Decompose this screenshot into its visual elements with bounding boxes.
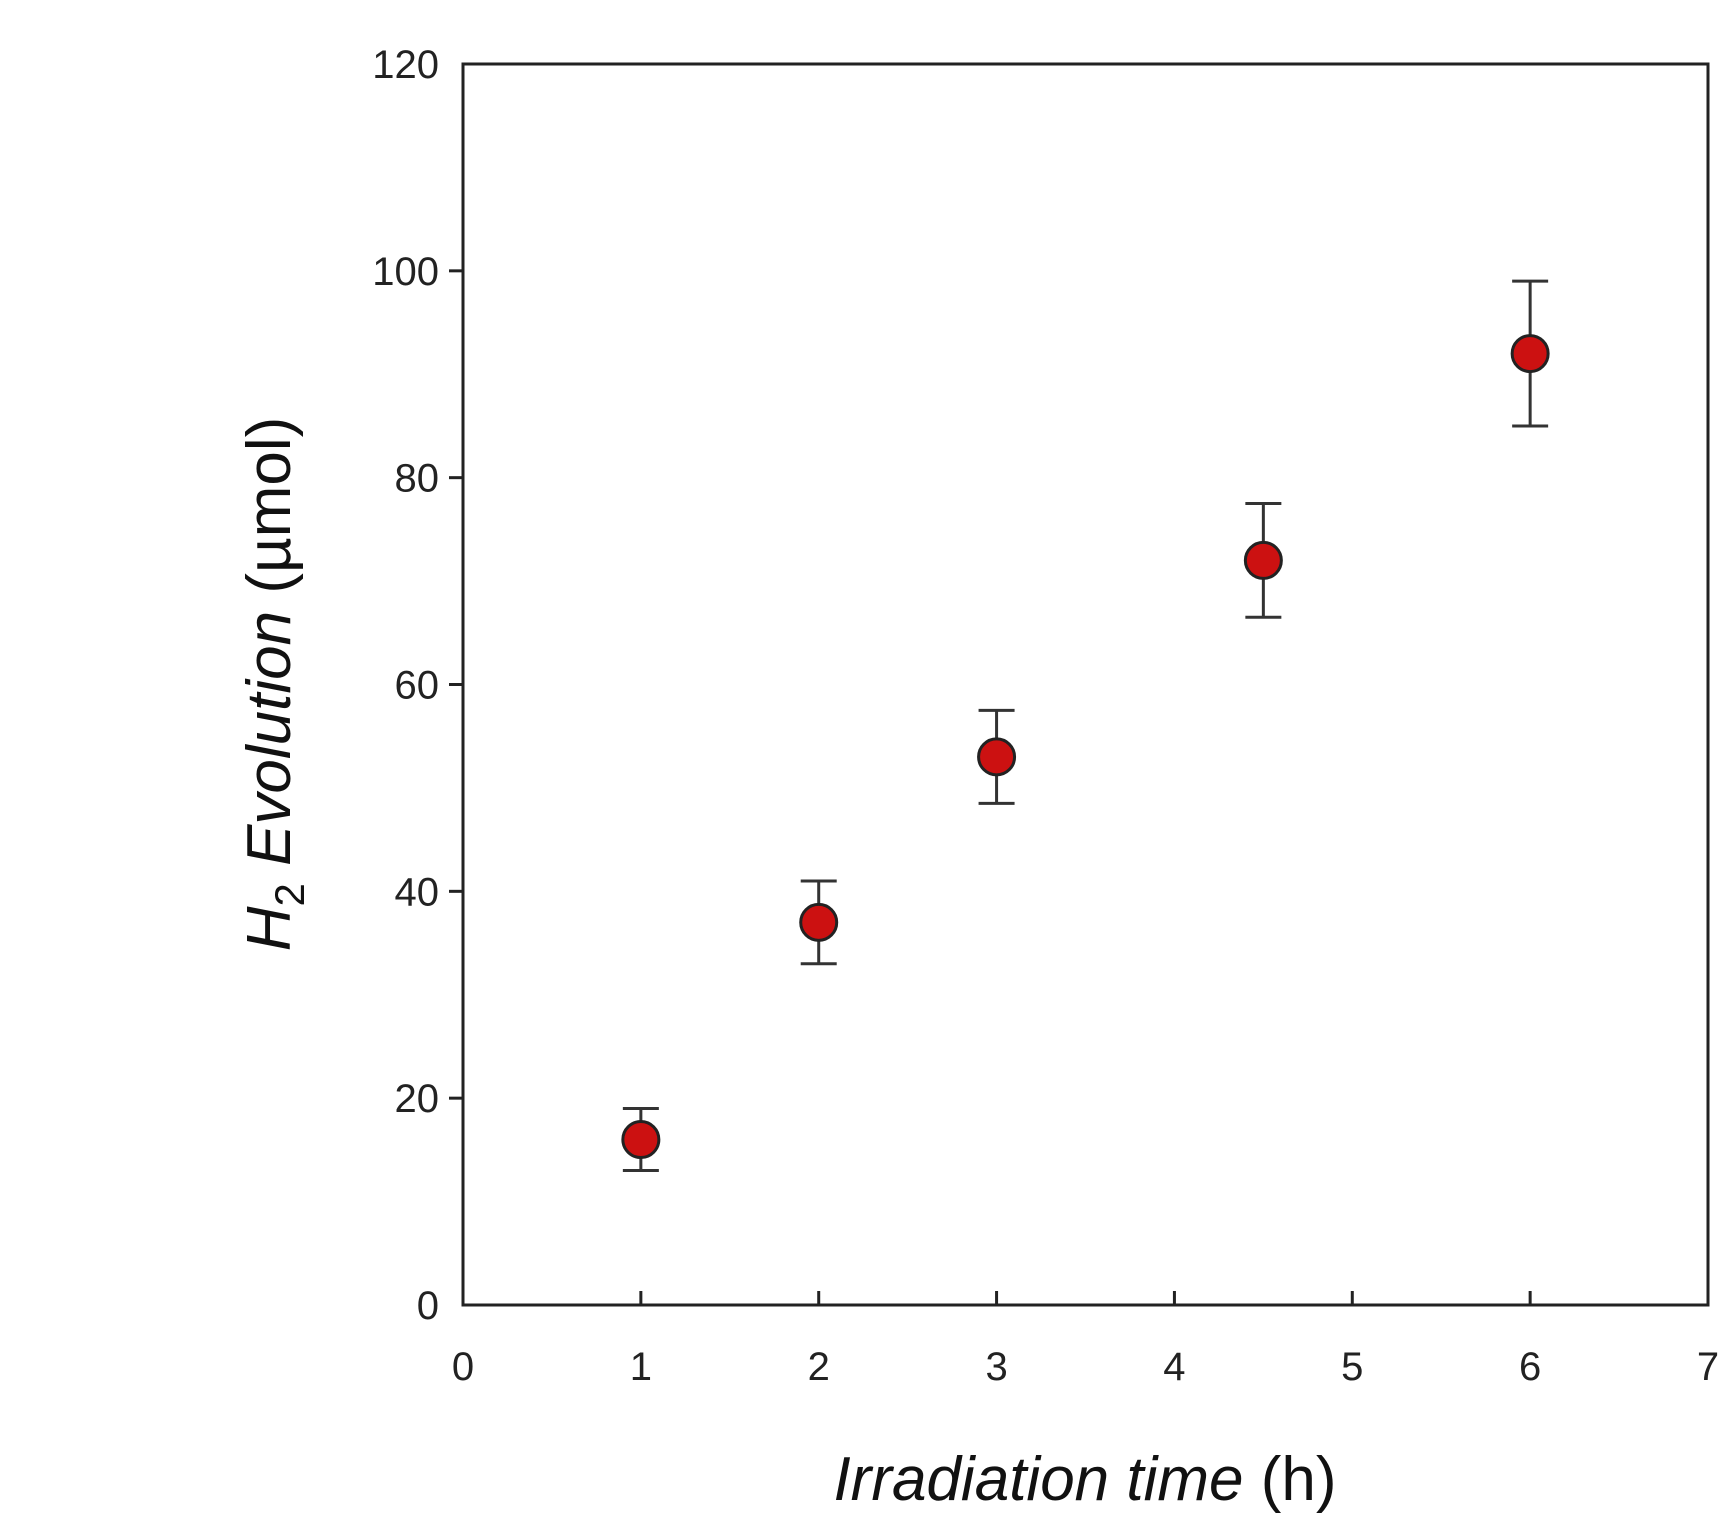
y-tick-label: 0 [417, 1284, 439, 1328]
x-tick-label: 3 [985, 1345, 1007, 1389]
x-tick-label: 4 [1163, 1345, 1185, 1389]
y-tick-label: 100 [372, 250, 439, 294]
y-tick-label: 80 [395, 457, 440, 501]
data-point [621, 1120, 661, 1160]
x-tick-label: 7 [1697, 1345, 1719, 1389]
x-tick-label: 5 [1341, 1345, 1363, 1389]
y-tick-label: 40 [395, 870, 440, 914]
data-point [977, 737, 1017, 777]
data-point [1510, 334, 1550, 374]
y-axis-ticks: 0 20 40 60 80 100 120 [372, 43, 463, 1328]
data-point [799, 902, 839, 942]
x-tick-label: 1 [630, 1345, 652, 1389]
x-tick-label: 0 [452, 1345, 474, 1389]
data-point [1243, 540, 1283, 580]
plot-frame [461, 62, 1710, 1307]
x-axis-title: Irradiation time (h) [833, 1445, 1336, 1514]
y-tick-label: 120 [372, 43, 439, 87]
y-tick-label: 60 [395, 664, 440, 708]
data-points [621, 279, 1550, 1173]
x-axis-ticks: 0 1 2 3 4 5 6 7 [452, 1291, 1719, 1389]
y-tick-label: 20 [395, 1077, 440, 1121]
x-tick-label: 2 [808, 1345, 830, 1389]
x-tick-label: 6 [1519, 1345, 1541, 1389]
y-axis-title: H2 Evolution (µmol) [235, 417, 313, 952]
